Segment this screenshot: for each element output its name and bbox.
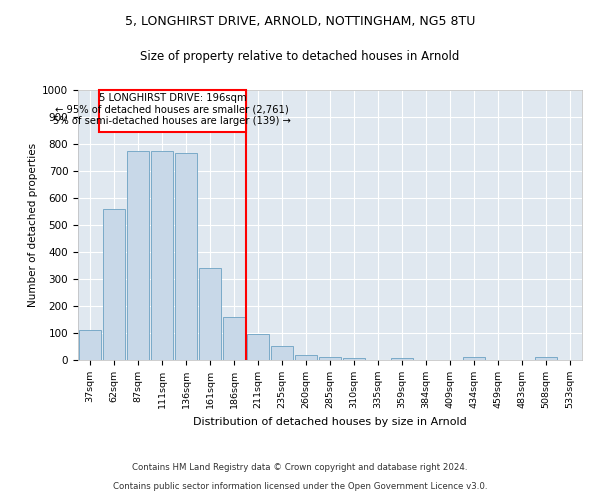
Bar <box>103 209 125 360</box>
Bar <box>463 358 485 360</box>
Bar <box>535 358 557 360</box>
Bar <box>223 317 245 360</box>
Bar <box>271 346 293 360</box>
Text: 5% of semi-detached houses are larger (139) →: 5% of semi-detached houses are larger (1… <box>53 116 291 126</box>
Bar <box>295 355 317 360</box>
Bar <box>319 357 341 360</box>
Bar <box>199 268 221 360</box>
Y-axis label: Number of detached properties: Number of detached properties <box>28 143 38 307</box>
Bar <box>343 358 365 360</box>
FancyBboxPatch shape <box>99 90 245 132</box>
Text: Size of property relative to detached houses in Arnold: Size of property relative to detached ho… <box>140 50 460 63</box>
Text: 5 LONGHIRST DRIVE: 196sqm: 5 LONGHIRST DRIVE: 196sqm <box>98 92 246 102</box>
Text: Contains HM Land Registry data © Crown copyright and database right 2024.: Contains HM Land Registry data © Crown c… <box>132 464 468 472</box>
Bar <box>391 358 413 360</box>
Text: Contains public sector information licensed under the Open Government Licence v3: Contains public sector information licen… <box>113 482 487 491</box>
Bar <box>127 151 149 360</box>
Bar <box>247 334 269 360</box>
Bar <box>79 330 101 360</box>
Bar <box>175 154 197 360</box>
X-axis label: Distribution of detached houses by size in Arnold: Distribution of detached houses by size … <box>193 416 467 426</box>
Bar <box>151 151 173 360</box>
Text: 5, LONGHIRST DRIVE, ARNOLD, NOTTINGHAM, NG5 8TU: 5, LONGHIRST DRIVE, ARNOLD, NOTTINGHAM, … <box>125 15 475 28</box>
Text: ← 95% of detached houses are smaller (2,761): ← 95% of detached houses are smaller (2,… <box>55 105 289 115</box>
